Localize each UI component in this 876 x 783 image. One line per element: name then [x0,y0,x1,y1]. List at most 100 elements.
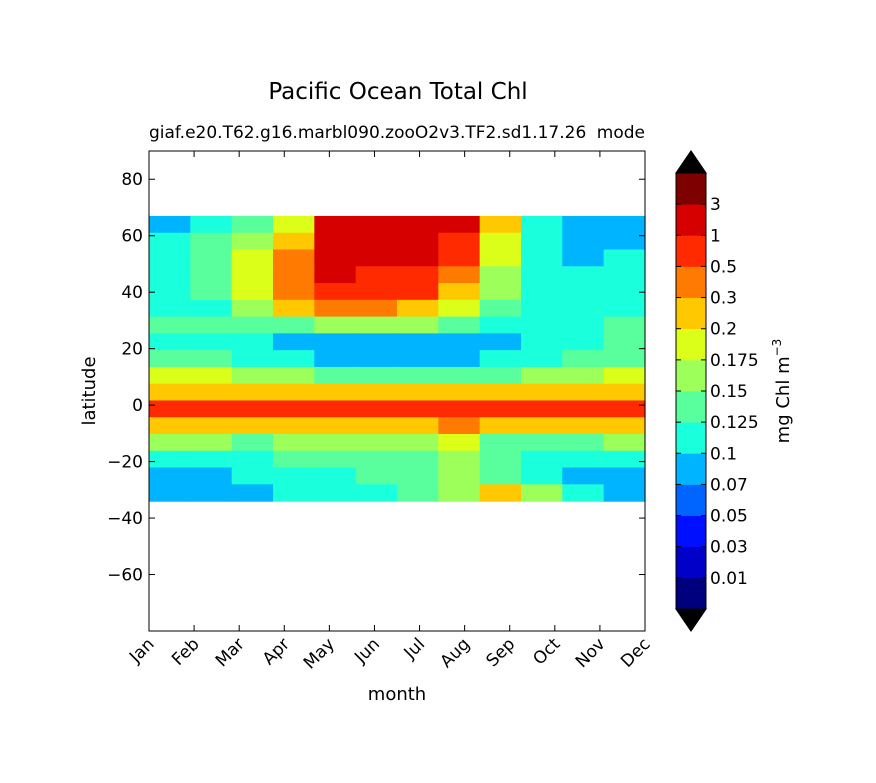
heatmap-cells [149,215,646,502]
heatmap-cell [149,316,191,334]
y-tick-label: 60 [121,227,143,247]
heatmap-cell [231,283,274,301]
heatmap-cell [562,215,605,234]
heatmap-cell [603,400,646,418]
heatmap-cell [438,266,481,284]
heatmap-cell [355,400,398,418]
heatmap-cell [190,484,233,502]
y-tick-label: 40 [121,283,143,303]
heatmap-cell [438,283,481,301]
colorbar-tick-label: 1 [710,226,721,246]
x-tick-label: Dec [617,634,654,671]
heatmap-cell [603,450,646,469]
heatmap-cell [231,299,274,318]
heatmap-cell [562,316,605,334]
colorbar-label: mg Chl m−3 [770,339,794,444]
heatmap-cell [190,316,233,334]
heatmap-cell [355,316,398,334]
colorbar-tick-label: 0.03 [710,538,748,558]
colorbar-swatch [676,391,706,423]
colorbar-swatch [676,577,706,610]
heatmap-cell [149,215,191,234]
heatmap-cell [273,366,315,385]
y-axis-label: latitude [79,356,100,425]
heatmap-cell [231,400,274,418]
heatmap-cell [397,366,439,385]
heatmap-cell [314,299,357,318]
colorbar-tick-label: 0.2 [710,320,737,340]
colorbar-swatch [676,359,706,392]
heatmap-cell [438,333,481,351]
heatmap-cell [231,450,274,469]
x-tick-label: Mar [212,634,249,671]
heatmap-cell [438,434,481,452]
heatmap-cell [273,283,315,301]
colorbar-tick-label: 0.07 [710,475,748,495]
colorbar-swatch [676,328,706,361]
heatmap-cell [397,333,439,351]
heatmap-cell [479,333,522,351]
colorbar-tick-label: 0.5 [710,257,737,277]
heatmap-cell [355,467,398,485]
heatmap-cell [273,450,315,469]
heatmap-cell [562,383,605,402]
x-tick-label: Aug [437,634,475,672]
heatmap-cell [273,400,315,418]
heatmap-cell [314,249,357,267]
heatmap-cell [149,249,191,267]
heatmap-cell [562,366,605,385]
heatmap-cell [273,232,315,251]
x-tick-label: Oct [529,634,564,669]
heatmap-cell [397,283,439,301]
heatmap-cell [355,215,398,234]
heatmap-cell [603,434,646,452]
heatmap-cell [479,299,522,318]
heatmap-cell [438,350,481,368]
heatmap-cell [190,400,233,418]
heatmap-cell [231,266,274,284]
y-tick-label: −40 [107,509,143,529]
heatmap-cell [355,350,398,368]
heatmap-cell [190,249,233,267]
heatmap-cell [479,400,522,418]
heatmap-cell [603,484,646,502]
heatmap-cell [355,450,398,469]
heatmap-cell [479,484,522,502]
heatmap-cell [603,467,646,485]
heatmap-cell [521,249,563,267]
y-tick-label: 20 [121,340,143,360]
colorbar-tick-label: 0.05 [710,507,748,527]
x-tick-label: Sep [482,634,519,671]
heatmap-cell [603,316,646,334]
heatmap-cell [521,467,563,485]
heatmap-cell [438,450,481,469]
heatmap-cell [562,299,605,318]
heatmap-cell [355,333,398,351]
x-tick-label: Jul [400,634,429,663]
heatmap-cell [479,417,522,435]
colorbar-tick-label: 0.3 [710,289,737,309]
heatmap-cell [273,383,315,402]
heatmap-cell [562,249,605,267]
heatmap-cell [521,400,563,418]
heatmap-cell [231,383,274,402]
heatmap-cell [438,417,481,435]
heatmap-cell [479,215,522,234]
heatmap-cell [397,350,439,368]
heatmap-cell [603,249,646,267]
colorbar-tick-label: 0.175 [710,351,759,371]
heatmap-cell [273,467,315,485]
heatmap-cell [603,333,646,351]
x-tick-label: Nov [572,634,610,672]
heatmap-cell [149,450,191,469]
heatmap-cell [314,434,357,452]
colorbar-swatch [676,546,706,579]
heatmap-cell [355,417,398,435]
heatmap-cell [314,232,357,251]
heatmap-cell [438,299,481,318]
heatmap-cell [314,484,357,502]
y-tick-label: 80 [121,170,143,190]
heatmap-cell [355,283,398,301]
heatmap-cell [231,333,274,351]
